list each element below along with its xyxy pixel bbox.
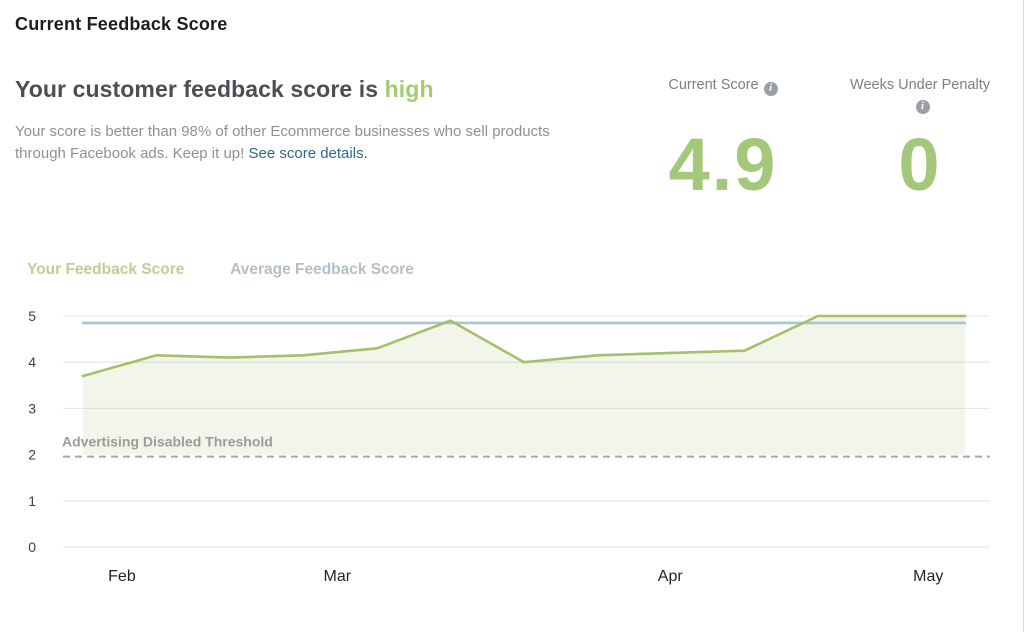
score-heading-highlight: high <box>384 76 434 102</box>
x-axis-month-label: Feb <box>108 568 136 585</box>
y-tick-label: 2 <box>28 447 36 463</box>
chart-legend: Your Feedback Score Average Feedback Sco… <box>27 261 456 279</box>
score-heading: Your customer feedback score is high <box>15 76 434 103</box>
x-axis-month-label: Apr <box>658 568 684 585</box>
current-score-stat: Current Score i 4.9 <box>627 76 819 202</box>
weeks-under-penalty-stat: Weeks Under Penalty i 0 <box>824 76 1016 202</box>
y-tick-label: 4 <box>28 354 36 370</box>
info-icon[interactable]: i <box>763 82 778 96</box>
current-score-label-text: Current Score <box>668 77 759 93</box>
x-axis-month-label: Mar <box>324 568 352 585</box>
info-icon[interactable]: i <box>915 100 930 114</box>
score-heading-text: Your customer feedback score is <box>15 76 379 102</box>
current-score-value: 4.9 <box>668 123 778 206</box>
current-score-label: Current Score i <box>627 76 819 128</box>
weeks-under-penalty-label: Weeks Under Penalty i <box>824 76 1016 128</box>
advertising-disabled-threshold-label: Advertising Disabled Threshold <box>62 434 273 450</box>
score-description-text: Your score is better than 98% of other E… <box>15 123 550 162</box>
y-tick-label: 3 <box>28 400 36 416</box>
legend-your-feedback-score[interactable]: Your Feedback Score <box>27 261 185 278</box>
your-feedback-score-line <box>81 314 967 378</box>
weeks-under-penalty-label-text: Weeks Under Penalty <box>850 77 990 93</box>
y-tick-label: 1 <box>28 493 36 509</box>
score-description: Your score is better than 98% of other E… <box>15 121 577 164</box>
weeks-under-penalty-value: 0 <box>898 123 942 206</box>
legend-average-feedback-score[interactable]: Average Feedback Score <box>230 261 414 278</box>
page-title: Current Feedback Score <box>15 14 228 34</box>
x-axis-month-label: May <box>913 568 943 585</box>
see-score-details-link[interactable]: See score details. <box>248 144 368 162</box>
y-tick-label: 5 <box>28 308 36 324</box>
y-tick-label: 0 <box>28 539 36 555</box>
